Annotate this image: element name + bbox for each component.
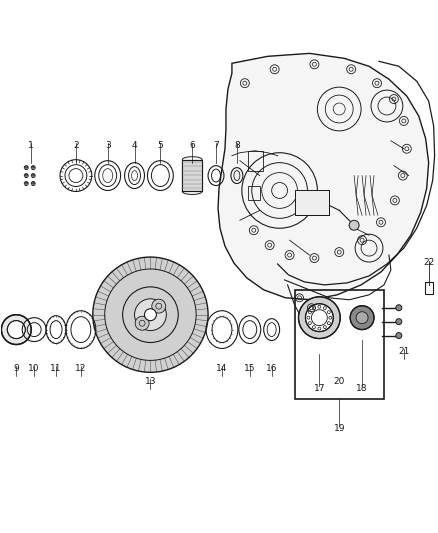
Text: 7: 7 bbox=[213, 141, 219, 150]
Text: 20: 20 bbox=[334, 377, 345, 386]
Bar bbox=[182, 160, 202, 191]
Bar bbox=[294, 190, 329, 215]
Text: 3: 3 bbox=[105, 141, 110, 150]
Circle shape bbox=[134, 299, 166, 330]
Circle shape bbox=[396, 333, 402, 338]
Text: 16: 16 bbox=[266, 365, 277, 374]
Circle shape bbox=[349, 220, 359, 230]
Bar bbox=[248, 185, 260, 200]
Text: 6: 6 bbox=[189, 141, 195, 150]
Bar bbox=[425, 282, 433, 294]
Text: 4: 4 bbox=[132, 141, 138, 150]
Circle shape bbox=[350, 306, 374, 329]
Circle shape bbox=[24, 166, 28, 169]
Circle shape bbox=[305, 304, 333, 332]
Bar bbox=[294, 190, 329, 215]
Circle shape bbox=[1, 314, 31, 344]
Circle shape bbox=[24, 174, 28, 177]
Circle shape bbox=[356, 312, 368, 324]
Circle shape bbox=[304, 190, 314, 200]
Circle shape bbox=[152, 299, 166, 313]
Circle shape bbox=[31, 182, 35, 185]
Text: 10: 10 bbox=[28, 365, 40, 374]
Text: 18: 18 bbox=[357, 384, 368, 393]
Circle shape bbox=[298, 297, 340, 338]
Circle shape bbox=[135, 316, 149, 330]
Circle shape bbox=[145, 309, 156, 321]
Text: 15: 15 bbox=[244, 365, 255, 374]
Text: 21: 21 bbox=[398, 348, 410, 357]
Circle shape bbox=[24, 182, 28, 185]
Bar bbox=[248, 151, 263, 171]
Bar bbox=[182, 160, 202, 191]
Text: 22: 22 bbox=[423, 258, 434, 267]
Circle shape bbox=[7, 321, 25, 338]
Circle shape bbox=[31, 166, 35, 169]
Text: 19: 19 bbox=[333, 424, 345, 433]
Text: 12: 12 bbox=[75, 365, 87, 374]
Bar bbox=[294, 190, 329, 215]
Text: 1: 1 bbox=[28, 141, 34, 150]
Circle shape bbox=[396, 305, 402, 311]
Bar bbox=[182, 160, 202, 191]
Circle shape bbox=[93, 257, 208, 373]
Bar bbox=[294, 290, 384, 399]
Text: 14: 14 bbox=[216, 365, 228, 374]
Text: 17: 17 bbox=[314, 384, 325, 393]
Text: 11: 11 bbox=[50, 365, 62, 374]
Circle shape bbox=[396, 319, 402, 325]
Text: 2: 2 bbox=[73, 141, 79, 150]
Text: 9: 9 bbox=[14, 365, 19, 374]
Text: 5: 5 bbox=[158, 141, 163, 150]
Text: 8: 8 bbox=[234, 141, 240, 150]
Circle shape bbox=[31, 174, 35, 177]
Text: 13: 13 bbox=[145, 377, 156, 386]
Polygon shape bbox=[218, 53, 429, 300]
